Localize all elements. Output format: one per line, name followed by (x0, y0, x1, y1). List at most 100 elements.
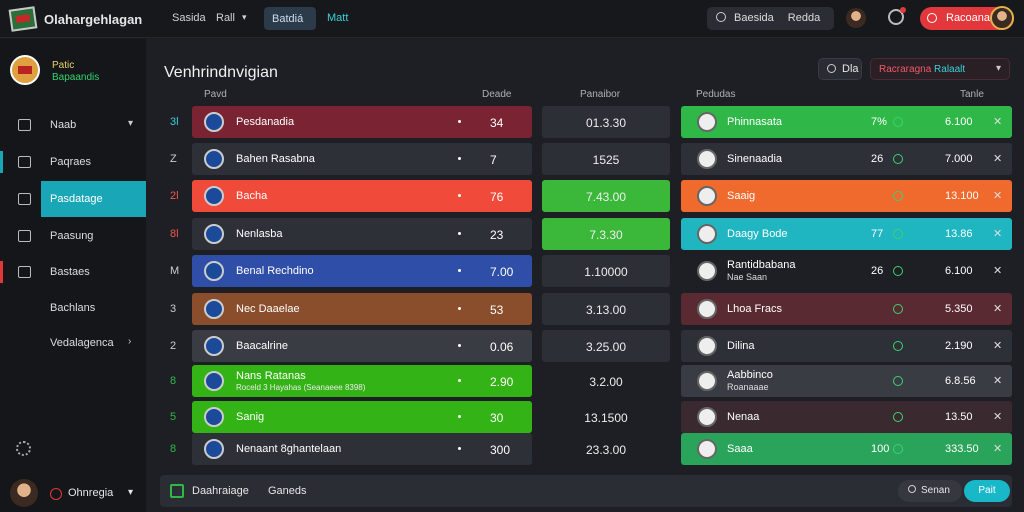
table-row[interactable]: Bahen Rasabna 7 (192, 143, 532, 175)
row-percent: 26 (871, 153, 884, 165)
dot-icon (458, 344, 461, 347)
table-row[interactable]: Benal Rechdino 7.00 (192, 255, 532, 287)
row-value: 5.350 (945, 303, 973, 315)
row-percent: 7% (871, 116, 887, 128)
search-icon (908, 485, 916, 493)
team-name: Nenlasba (236, 228, 283, 240)
chevron-down-icon[interactable]: ▾ (242, 12, 247, 22)
table-row[interactable]: Nec Daaelae 53 (192, 293, 532, 325)
close-icon[interactable]: ✕ (993, 303, 1003, 315)
close-icon[interactable]: ✕ (993, 340, 1003, 352)
column-header: Tanle (960, 89, 984, 100)
team-crest-icon (697, 371, 717, 391)
select-value: Racraragna (879, 64, 932, 75)
sidebar-item-5[interactable]: Bastaes (0, 254, 146, 290)
sidebar-item-2[interactable]: Paqraes (0, 144, 146, 180)
dot-icon (458, 379, 461, 382)
avatar[interactable] (846, 8, 866, 28)
team-crest-icon (697, 299, 717, 319)
odds-cell[interactable]: 3.2.00 (542, 365, 670, 397)
table-row[interactable]: Rantidbabana Nae Saan 26 6.100 ✕ (681, 255, 1012, 287)
table-row[interactable]: Baacalrine 0.06 (192, 330, 532, 362)
team-crest-icon (697, 224, 717, 244)
market-select[interactable]: Racraragna Ralaalt ▾ (870, 58, 1010, 80)
table-row[interactable]: Nenaa 13.50 ✕ (681, 401, 1012, 433)
row-index: 3l (170, 116, 179, 128)
status-icon (893, 304, 903, 314)
row-value: 333.50 (945, 443, 979, 455)
checkbox-icon[interactable] (170, 484, 184, 498)
close-icon[interactable]: ✕ (993, 411, 1003, 423)
table-row[interactable]: Saaa 100 333.50 ✕ (681, 433, 1012, 465)
close-icon[interactable]: ✕ (993, 190, 1003, 202)
sidebar-footer[interactable]: Ohnregia ▾ (0, 479, 146, 511)
row-percent: 77 (871, 228, 884, 240)
odds-cell[interactable]: 3.13.00 (542, 293, 670, 325)
nav-pill[interactable]: Batdiá (264, 7, 316, 30)
bell-icon[interactable] (888, 9, 904, 25)
table-row[interactable]: Sanig 30 (192, 401, 532, 433)
table-row[interactable]: Nenaant 8ghantelaan 300 (192, 433, 532, 465)
row-value: 13.50 (945, 411, 973, 423)
table-row[interactable]: Phinnasata 7% 6.100 ✕ (681, 106, 1012, 138)
odds-cell[interactable]: 7.3.30 (542, 218, 670, 250)
sidebar-item-1[interactable]: Naab ▾ (0, 107, 146, 143)
table-row[interactable]: Bacha 76 (192, 180, 532, 212)
table-row[interactable]: Saaig 13.100 ✕ (681, 180, 1012, 212)
close-icon[interactable]: ✕ (993, 153, 1003, 165)
odds-cell[interactable]: 23.3.00 (542, 433, 670, 465)
row-value: 0.06 (490, 340, 514, 354)
profile-avatar[interactable] (990, 6, 1014, 30)
team-name: Lhoa Fracs (727, 303, 783, 315)
odds-cell[interactable]: 13.1500 (542, 401, 670, 433)
odds-cell[interactable]: 01.3.30 (542, 106, 670, 138)
table-row[interactable]: Dilina 2.190 ✕ (681, 330, 1012, 362)
nav-item-3[interactable]: Matt (327, 12, 349, 24)
user-avatar[interactable] (10, 55, 40, 85)
odds-cell[interactable]: 3.25.00 (542, 330, 670, 362)
app-title: Olahargehlagan (44, 12, 143, 27)
odds-cell[interactable]: 1.10000 (542, 255, 670, 287)
table-row[interactable]: Sinenaadia 26 7.000 ✕ (681, 143, 1012, 175)
table-row[interactable]: Nans Ratanas Roceld 3 Hayahas (Seanaeee … (192, 365, 532, 397)
table-row[interactable]: Lhoa Fracs 5.350 ✕ (681, 293, 1012, 325)
search-button[interactable]: Redda (787, 12, 821, 24)
user-status: Bapaandis (52, 72, 100, 83)
close-icon[interactable]: ✕ (993, 265, 1003, 277)
table-row[interactable]: Pesdanadia 34 (192, 106, 532, 138)
team-name: Nec Daaelae (236, 303, 300, 315)
filter-button[interactable]: Dla (818, 58, 862, 80)
page-title: Venhrindnvigian (164, 64, 278, 81)
team-crest-icon (204, 261, 224, 281)
nav-item-2[interactable]: Rall (216, 12, 235, 24)
odds-cell[interactable]: 7.43.00 (542, 180, 670, 212)
secondary-button[interactable]: Senan (898, 480, 962, 502)
bottom-tab-2[interactable]: Ganeds (268, 485, 307, 497)
table-row[interactable]: Daagy Bode 77 13.86 ✕ (681, 218, 1012, 250)
settings-icon[interactable] (16, 441, 31, 456)
table-row[interactable]: Nenlasba 23 (192, 218, 532, 250)
table-row[interactable]: Aabbinco Roanaaae 6.8.56 ✕ (681, 365, 1012, 397)
sidebar-item-4[interactable]: Paasung (0, 218, 146, 254)
sidebar-item-7[interactable]: Vedalagenca › (0, 325, 146, 361)
sidebar-item-3[interactable]: Pasdatage (0, 181, 146, 217)
dot-icon (458, 269, 461, 272)
nav-item-1[interactable]: Sasida (172, 12, 206, 24)
sidebar-item-6[interactable]: Bachlans (0, 290, 146, 326)
team-name: Sanig (236, 411, 265, 423)
primary-button[interactable]: Pait (964, 480, 1010, 502)
row-value: 300 (490, 443, 511, 457)
team-name: Saaig (727, 190, 756, 202)
status-icon (893, 341, 903, 351)
search-input[interactable]: Baesida Redda (707, 7, 834, 30)
team-name: Sinenaadia (727, 153, 783, 165)
close-icon[interactable]: ✕ (993, 375, 1003, 387)
close-icon[interactable]: ✕ (993, 443, 1003, 455)
close-icon[interactable]: ✕ (993, 228, 1003, 240)
close-icon[interactable]: ✕ (993, 116, 1003, 128)
bottom-tab-1[interactable]: Daahraiage (192, 485, 249, 497)
team-name: Nenaant 8ghantelaan (236, 443, 342, 455)
odds-cell[interactable]: 1525 (542, 143, 670, 175)
team-crest-icon (697, 439, 717, 459)
team-crest-icon (204, 224, 224, 244)
